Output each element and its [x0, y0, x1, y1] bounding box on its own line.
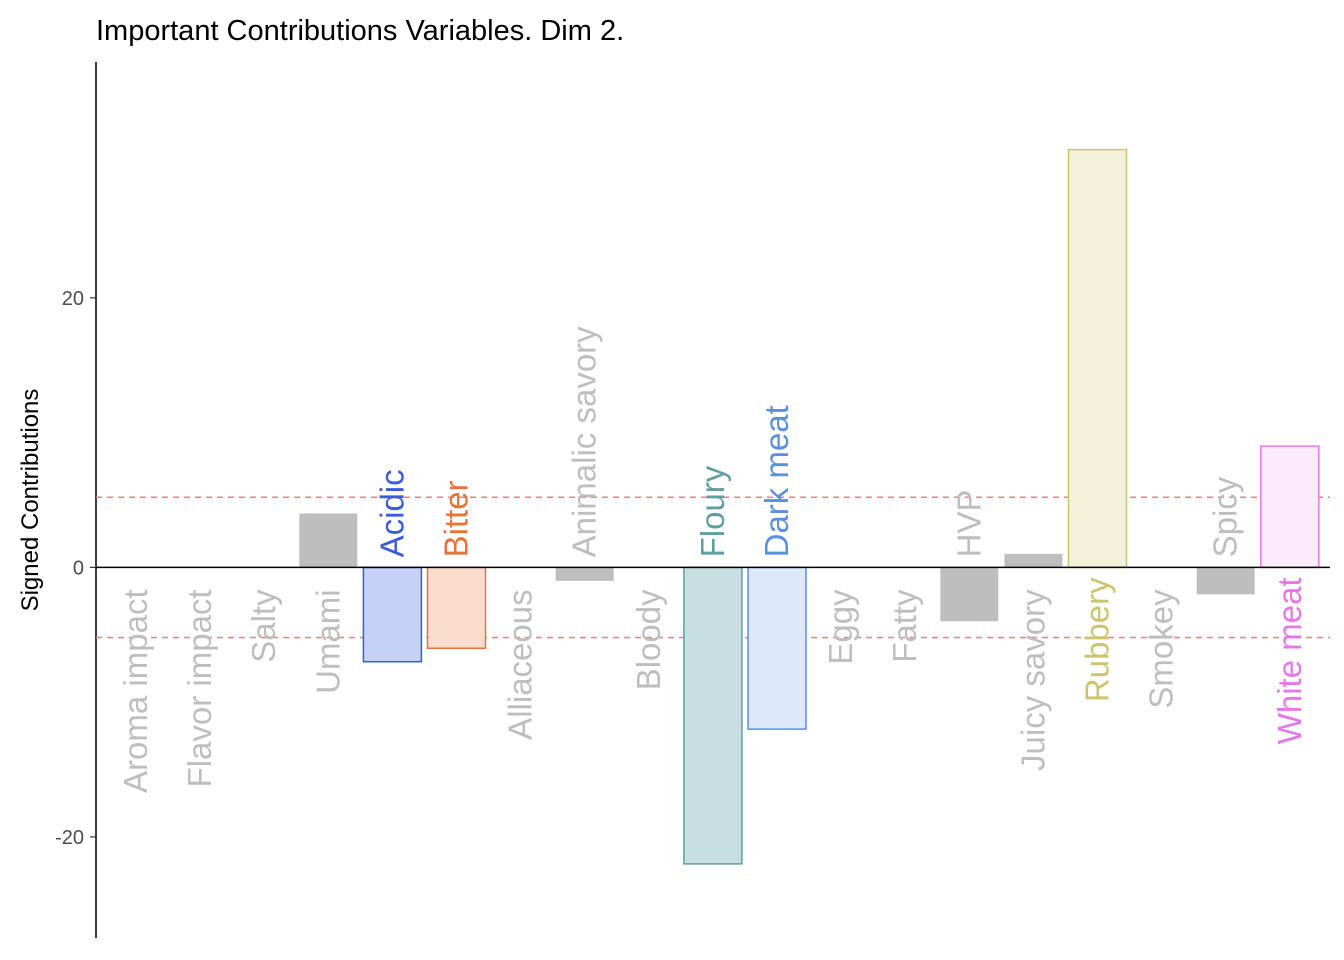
bar-label-hvp: HVP: [950, 490, 987, 558]
bar-label-bitter: Bitter: [438, 480, 475, 557]
bar-juicy-savory: [1004, 553, 1063, 568]
bar-label-alliaceous: Alliaceous: [502, 589, 539, 739]
bar-spicy: [1196, 567, 1255, 595]
plot-area: -20 0 20 Aroma impact Flavor impact Salty Umam…: [55, 62, 1330, 938]
bar-umami: [299, 513, 358, 568]
y-tick-label: 20: [62, 288, 84, 310]
bar-label-fatty: Fatty: [886, 589, 923, 663]
bar-floury: [683, 566, 743, 865]
bar-dark-meat: [747, 566, 807, 730]
y-tick-label: 0: [73, 557, 84, 579]
bar-label-animalic-savory: Animalic savory: [566, 326, 603, 558]
bar-label-umami: Umami: [309, 589, 346, 694]
bar-hvp: [940, 567, 999, 622]
bar-animalic-savory: [555, 567, 614, 581]
bar-label-flavor-impact: Flavor impact: [181, 589, 218, 787]
bar-label-smokey: Smokey: [1143, 589, 1180, 709]
bar-label-rubbery: Rubbery: [1079, 577, 1116, 702]
y-axis-title: Signed Contributions: [17, 389, 44, 612]
y-tick-label: -20: [55, 827, 84, 849]
bar-white-meat: [1260, 445, 1320, 569]
chart-title: Important Contributions Variables. Dim 2…: [96, 15, 624, 47]
bar-acidic: [362, 566, 423, 663]
bar-label-aroma-impact: Aroma impact: [117, 589, 154, 793]
bar-label-white-meat: White meat: [1271, 577, 1308, 744]
bar-label-dark-meat: Dark meat: [758, 405, 795, 557]
bar-bitter: [426, 566, 487, 649]
bar-label-bloody: Bloody: [630, 589, 667, 690]
bar-label-spicy: Spicy: [1207, 476, 1244, 557]
bar-label-juicy-savory: Juicy savory: [1014, 589, 1051, 771]
bar-rubbery: [1067, 148, 1128, 569]
bar-label-eggy: Eggy: [822, 589, 859, 665]
bar-label-floury: Floury: [694, 465, 731, 557]
bar-label-salty: Salty: [245, 589, 282, 663]
bar-label-acidic: Acidic: [373, 469, 410, 557]
